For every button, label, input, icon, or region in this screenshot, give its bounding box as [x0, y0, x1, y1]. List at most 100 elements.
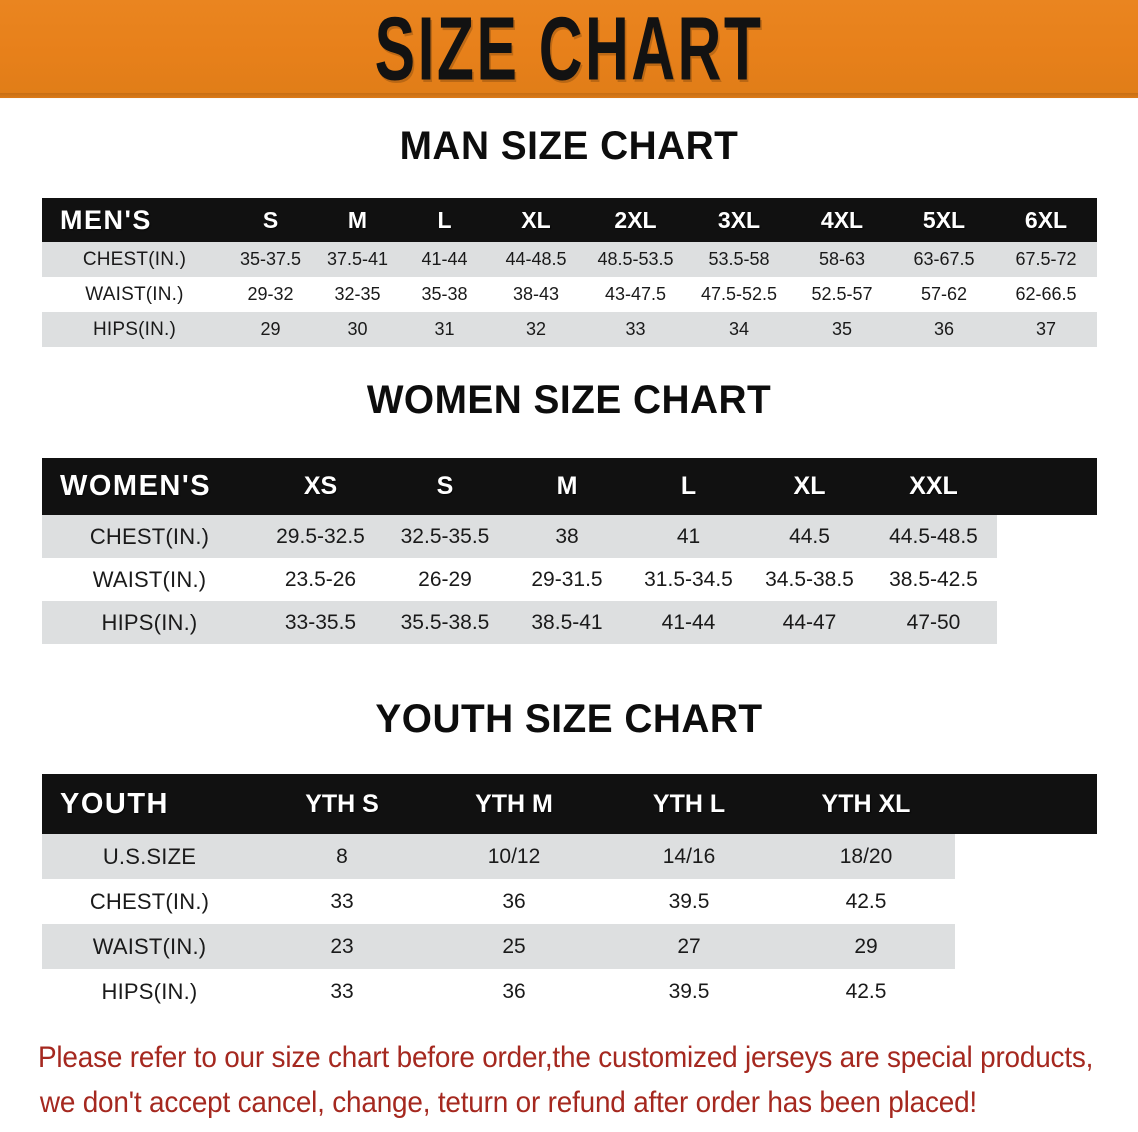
table-row: HIPS(IN.) 33 36 39.5 42.5	[42, 969, 1097, 1014]
youth-column-header-yth-m: YTH M	[427, 774, 601, 834]
youth-row-label: U.S.SIZE	[42, 834, 257, 879]
youth-column-header-spacer	[955, 774, 1097, 834]
table-cell: 33	[257, 879, 427, 924]
youth-column-header-yth-s: YTH S	[257, 774, 427, 834]
youth-header-row: YOUTH YTH S YTH M YTH L YTH XL	[42, 774, 1097, 834]
table-cell: 48.5-53.5	[584, 242, 687, 277]
table-cell: 43-47.5	[584, 277, 687, 312]
men-column-header-5xl: 5XL	[893, 198, 995, 242]
banner-shadow	[0, 93, 1138, 99]
table-row: CHEST(IN.) 35-37.5 37.5-41 41-44 44-48.5 48.5…	[42, 242, 1097, 277]
table-cell: 44-47	[749, 601, 870, 644]
table-cell: 38	[506, 515, 628, 558]
table-cell: 37.5-41	[314, 242, 401, 277]
men-column-header-m: M	[314, 198, 401, 242]
table-cell: 38.5-41	[506, 601, 628, 644]
men-header-row: MEN'S S M L XL 2XL 3XL 4XL 5XL 6XL	[42, 198, 1097, 242]
table-cell-spacer	[955, 969, 1097, 1014]
table-row: CHEST(IN.) 29.5-32.5 32.5-35.5 38 41 44.5 44.5…	[42, 515, 1097, 558]
table-cell: 29-31.5	[506, 558, 628, 601]
table-cell: 41-44	[628, 601, 749, 644]
table-row: HIPS(IN.) 33-35.5 35.5-38.5 38.5-41 41-44 44-…	[42, 601, 1097, 644]
table-cell-spacer	[997, 601, 1097, 644]
table-row: WAIST(IN.) 29-32 32-35 35-38 38-43 43-47.5 47.…	[42, 277, 1097, 312]
women-size-table: WOMEN'S XS S M L XL XXL CHEST(IN.) 29.5-32.5 32.5…	[42, 458, 1097, 644]
table-cell: 33	[584, 312, 687, 347]
table-row: WAIST(IN.) 23.5-26 26-29 29-31.5 31.5-34.5 34…	[42, 558, 1097, 601]
table-row: WAIST(IN.) 23 25 27 29	[42, 924, 1097, 969]
women-column-header-xl: XL	[749, 458, 870, 515]
table-cell: 10/12	[427, 834, 601, 879]
table-cell: 36	[427, 969, 601, 1014]
women-row-label: WAIST(IN.)	[42, 558, 257, 601]
men-column-header-6xl: 6XL	[995, 198, 1097, 242]
table-row: U.S.SIZE 8 10/12 14/16 18/20	[42, 834, 1097, 879]
table-cell: 44.5-48.5	[870, 515, 997, 558]
table-cell-spacer	[955, 879, 1097, 924]
table-cell: 63-67.5	[893, 242, 995, 277]
table-cell: 33-35.5	[257, 601, 384, 644]
youth-column-header-yth-l: YTH L	[601, 774, 777, 834]
table-cell: 62-66.5	[995, 277, 1097, 312]
table-cell: 23.5-26	[257, 558, 384, 601]
men-column-header-2xl: 2XL	[584, 198, 687, 242]
table-cell: 44-48.5	[488, 242, 584, 277]
youth-column-header-yth-xl: YTH XL	[777, 774, 955, 834]
table-cell: 29	[777, 924, 955, 969]
table-row: HIPS(IN.) 29 30 31 32 33 34 35 36 37	[42, 312, 1097, 347]
disclaimer: Please refer to our size chart before or…	[38, 1035, 1093, 1125]
table-cell: 14/16	[601, 834, 777, 879]
table-cell: 35-37.5	[227, 242, 314, 277]
banner: SIZE CHART	[0, 0, 1138, 98]
youth-section-title: YOUTH SIZE CHART	[375, 697, 763, 741]
men-column-header-3xl: 3XL	[687, 198, 791, 242]
youth-row-label: CHEST(IN.)	[42, 879, 257, 924]
table-cell: 53.5-58	[687, 242, 791, 277]
men-corner-label: MEN'S	[42, 198, 227, 242]
table-cell: 34.5-38.5	[749, 558, 870, 601]
men-size-table: MEN'S S M L XL 2XL 3XL 4XL 5XL 6XL CHEST(IN.) 35-37…	[42, 198, 1097, 347]
table-cell: 35	[791, 312, 893, 347]
banner-title: SIZE CHART	[374, 0, 764, 98]
table-cell: 38-43	[488, 277, 584, 312]
table-cell: 31.5-34.5	[628, 558, 749, 601]
table-row: CHEST(IN.) 33 36 39.5 42.5	[42, 879, 1097, 924]
men-column-header-4xl: 4XL	[791, 198, 893, 242]
man-section-title: MAN SIZE CHART	[399, 124, 739, 168]
women-header-row: WOMEN'S XS S M L XL XXL	[42, 458, 1097, 515]
youth-row-label: WAIST(IN.)	[42, 924, 257, 969]
table-cell: 30	[314, 312, 401, 347]
women-row-label: HIPS(IN.)	[42, 601, 257, 644]
youth-row-label: HIPS(IN.)	[42, 969, 257, 1014]
table-cell: 35.5-38.5	[384, 601, 506, 644]
table-cell: 47-50	[870, 601, 997, 644]
table-cell: 35-38	[401, 277, 488, 312]
table-cell: 67.5-72	[995, 242, 1097, 277]
table-cell: 27	[601, 924, 777, 969]
youth-corner-label: YOUTH	[42, 774, 257, 834]
men-row-label: HIPS(IN.)	[42, 312, 227, 347]
women-corner-label: WOMEN'S	[42, 458, 257, 515]
table-cell-spacer	[997, 558, 1097, 601]
table-cell: 47.5-52.5	[687, 277, 791, 312]
table-cell: 32	[488, 312, 584, 347]
women-column-header-l: L	[628, 458, 749, 515]
table-cell: 41	[628, 515, 749, 558]
table-cell: 8	[257, 834, 427, 879]
women-column-header-xxl: XXL	[870, 458, 997, 515]
table-cell: 32-35	[314, 277, 401, 312]
table-cell: 34	[687, 312, 791, 347]
table-cell: 39.5	[601, 969, 777, 1014]
table-cell: 31	[401, 312, 488, 347]
table-cell: 42.5	[777, 969, 955, 1014]
table-cell: 42.5	[777, 879, 955, 924]
table-cell: 58-63	[791, 242, 893, 277]
table-cell: 36	[427, 879, 601, 924]
table-cell: 52.5-57	[791, 277, 893, 312]
table-cell: 29	[227, 312, 314, 347]
table-cell: 32.5-35.5	[384, 515, 506, 558]
table-cell: 25	[427, 924, 601, 969]
table-cell-spacer	[955, 834, 1097, 879]
table-cell-spacer	[997, 515, 1097, 558]
